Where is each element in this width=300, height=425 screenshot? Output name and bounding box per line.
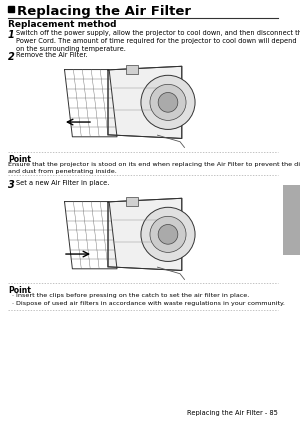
Circle shape [141,75,195,130]
Bar [126,197,138,207]
Circle shape [150,216,186,252]
Text: 3: 3 [8,180,15,190]
Text: Set a new Air Filter in place.: Set a new Air Filter in place. [16,180,110,186]
Text: Remove the Air Filter.: Remove the Air Filter. [16,52,88,58]
Circle shape [141,207,195,261]
Bar [283,185,300,255]
Text: Replacing the Air Filter: Replacing the Air Filter [17,5,191,18]
Text: Replacing the Air Filter - 85: Replacing the Air Filter - 85 [187,410,278,416]
Bar [126,65,138,74]
Bar [60,63,210,145]
Text: Point: Point [8,155,31,164]
Polygon shape [108,198,182,270]
Text: Replacement method: Replacement method [8,20,116,29]
Polygon shape [108,66,182,139]
Text: Switch off the power supply, allow the projector to cool down, and then disconne: Switch off the power supply, allow the p… [16,30,300,52]
Bar [8,6,14,12]
Text: 1: 1 [8,30,15,40]
Circle shape [158,93,178,112]
Circle shape [150,84,186,120]
Text: Ensure that the projector is stood on its end when replacing the Air Filter to p: Ensure that the projector is stood on it… [8,162,300,173]
Circle shape [158,224,178,244]
Bar [60,195,210,277]
Text: · Insert the clips before pressing on the catch to set the air filter in place.: · Insert the clips before pressing on th… [12,293,249,298]
Text: 2: 2 [8,52,15,62]
Text: · Dispose of used air filters in accordance with waste regulations in your commu: · Dispose of used air filters in accorda… [12,301,285,306]
Text: Point: Point [8,286,31,295]
